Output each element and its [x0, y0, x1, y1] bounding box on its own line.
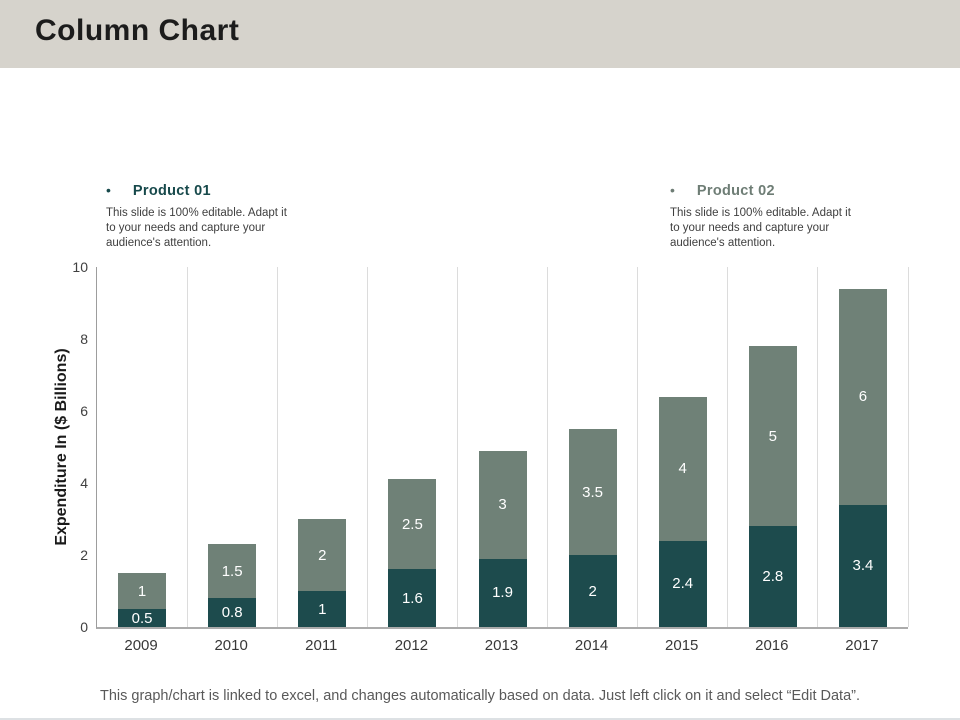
value-label: 6	[858, 388, 868, 406]
grid-line	[276, 267, 278, 627]
bar-segment-product-01[interactable]: 0.5	[118, 609, 167, 627]
bar-segment-product-01[interactable]: 0.8	[208, 598, 257, 627]
value-label: 1	[137, 582, 147, 600]
bar-segment-product-02[interactable]: 6	[838, 288, 887, 505]
x-category-label: 2016	[755, 637, 789, 654]
grid-line	[366, 267, 368, 627]
bar-2014[interactable]: 2 3.5	[568, 429, 617, 627]
bar-segment-product-02[interactable]: 4	[658, 396, 707, 541]
value-label: 4	[678, 460, 687, 478]
bar-segment-product-02[interactable]: 2.5	[388, 479, 437, 570]
bar-2009[interactable]: 0.5 1	[118, 573, 167, 627]
grid-line	[817, 267, 819, 627]
value-label: 2.4	[672, 575, 694, 593]
legend-description-product-01: This slide is 100% editable. Adapt it to…	[106, 207, 287, 250]
legend-label-product-02: Product 02	[696, 183, 775, 199]
value-label: 1.9	[492, 584, 513, 602]
value-label: 3	[498, 496, 507, 514]
x-category-label: 2012	[394, 637, 429, 654]
x-category-label: 2009	[124, 637, 158, 654]
value-label: 2	[318, 546, 327, 564]
y-tick-label: 10	[72, 259, 88, 275]
legend-description-product-02: This slide is 100% editable. Adapt it to…	[670, 207, 851, 250]
bar-segment-product-02[interactable]: 1.5	[208, 544, 257, 599]
legend-label-product-01: Product 01	[132, 183, 211, 199]
x-category-label: 2010	[214, 637, 248, 654]
bar-segment-product-01[interactable]: 1	[298, 591, 347, 627]
bar-2013[interactable]: 1.9 3	[478, 450, 527, 627]
page-title: Column Chart	[35, 14, 240, 47]
grid-line	[547, 267, 549, 627]
bar-segment-product-01[interactable]: 2.8	[748, 526, 797, 627]
x-category-label: 2015	[665, 637, 699, 654]
x-category-label: 2014	[574, 637, 609, 654]
grid-line	[456, 267, 458, 627]
grid-line	[727, 267, 729, 627]
legend-heading: • Product 01	[106, 182, 336, 199]
bar-2017[interactable]: 3.4 6	[838, 288, 887, 627]
bar-2012[interactable]: 1.6 2.5	[388, 479, 437, 627]
value-label: 2.8	[762, 568, 784, 586]
bullet-icon: •	[106, 182, 111, 198]
y-tick-label: 8	[80, 331, 88, 347]
bar-2015[interactable]: 2.4 4	[658, 396, 707, 627]
value-label: 1.5	[221, 562, 243, 580]
bar-segment-product-01[interactable]: 2.4	[658, 540, 707, 627]
grid-line	[907, 267, 909, 627]
value-label: 2.5	[401, 515, 423, 533]
bar-segment-product-01[interactable]: 2	[568, 555, 617, 627]
x-category-label: 2011	[305, 637, 338, 654]
grid-line	[186, 267, 188, 627]
value-label: 2	[588, 582, 597, 600]
bar-segment-product-02[interactable]: 3.5	[568, 429, 617, 555]
bottom-strip	[0, 718, 960, 720]
value-label: 1	[318, 600, 327, 618]
bar-segment-product-02[interactable]: 5	[748, 346, 797, 527]
bar-segment-product-01[interactable]: 3.4	[838, 504, 887, 627]
y-axis-title: Expenditure In ($ Billions)	[53, 348, 70, 546]
bar-2010[interactable]: 0.8 1.5	[208, 544, 257, 627]
value-label: 0.5	[131, 609, 153, 627]
legend-product-02: • Product 02 This slide is 100% editable…	[670, 182, 900, 252]
value-label: 3.5	[582, 483, 604, 501]
x-category-label: 2017	[845, 637, 879, 654]
footer-note: This graph/chart is linked to excel, and…	[99, 688, 861, 704]
y-tick-label: 2	[80, 547, 88, 563]
bar-segment-product-01[interactable]: 1.9	[478, 558, 527, 627]
y-tick-label: 0	[80, 619, 88, 635]
legend-heading: • Product 02	[670, 182, 900, 199]
slide-header-band: Column Chart	[0, 0, 960, 68]
y-tick-label: 4	[80, 475, 88, 491]
bullet-icon: •	[670, 182, 675, 198]
stacked-column-chart-plot-area[interactable]: 0.5 1 0.8 1.5 1 2 1.6 2.5 1.9 3 2 3.5 2.4 4 2.8 5 3.4 6	[96, 267, 909, 629]
legend-product-01: • Product 01 This slide is 100% editable…	[106, 182, 336, 252]
value-label: 1.6	[401, 589, 423, 607]
bar-segment-product-01[interactable]: 1.6	[388, 569, 437, 627]
value-label: 5	[768, 427, 777, 445]
value-label: 3.4	[852, 557, 874, 575]
grid-line	[637, 267, 639, 627]
value-label: 0.8	[221, 604, 243, 622]
bar-segment-product-02[interactable]: 2	[298, 519, 347, 591]
bar-segment-product-02[interactable]: 3	[478, 450, 527, 559]
bar-segment-product-02[interactable]: 1	[118, 573, 167, 609]
x-category-label: 2013	[484, 637, 519, 654]
bar-2016[interactable]: 2.8 5	[748, 346, 797, 627]
y-tick-label: 6	[80, 403, 88, 419]
